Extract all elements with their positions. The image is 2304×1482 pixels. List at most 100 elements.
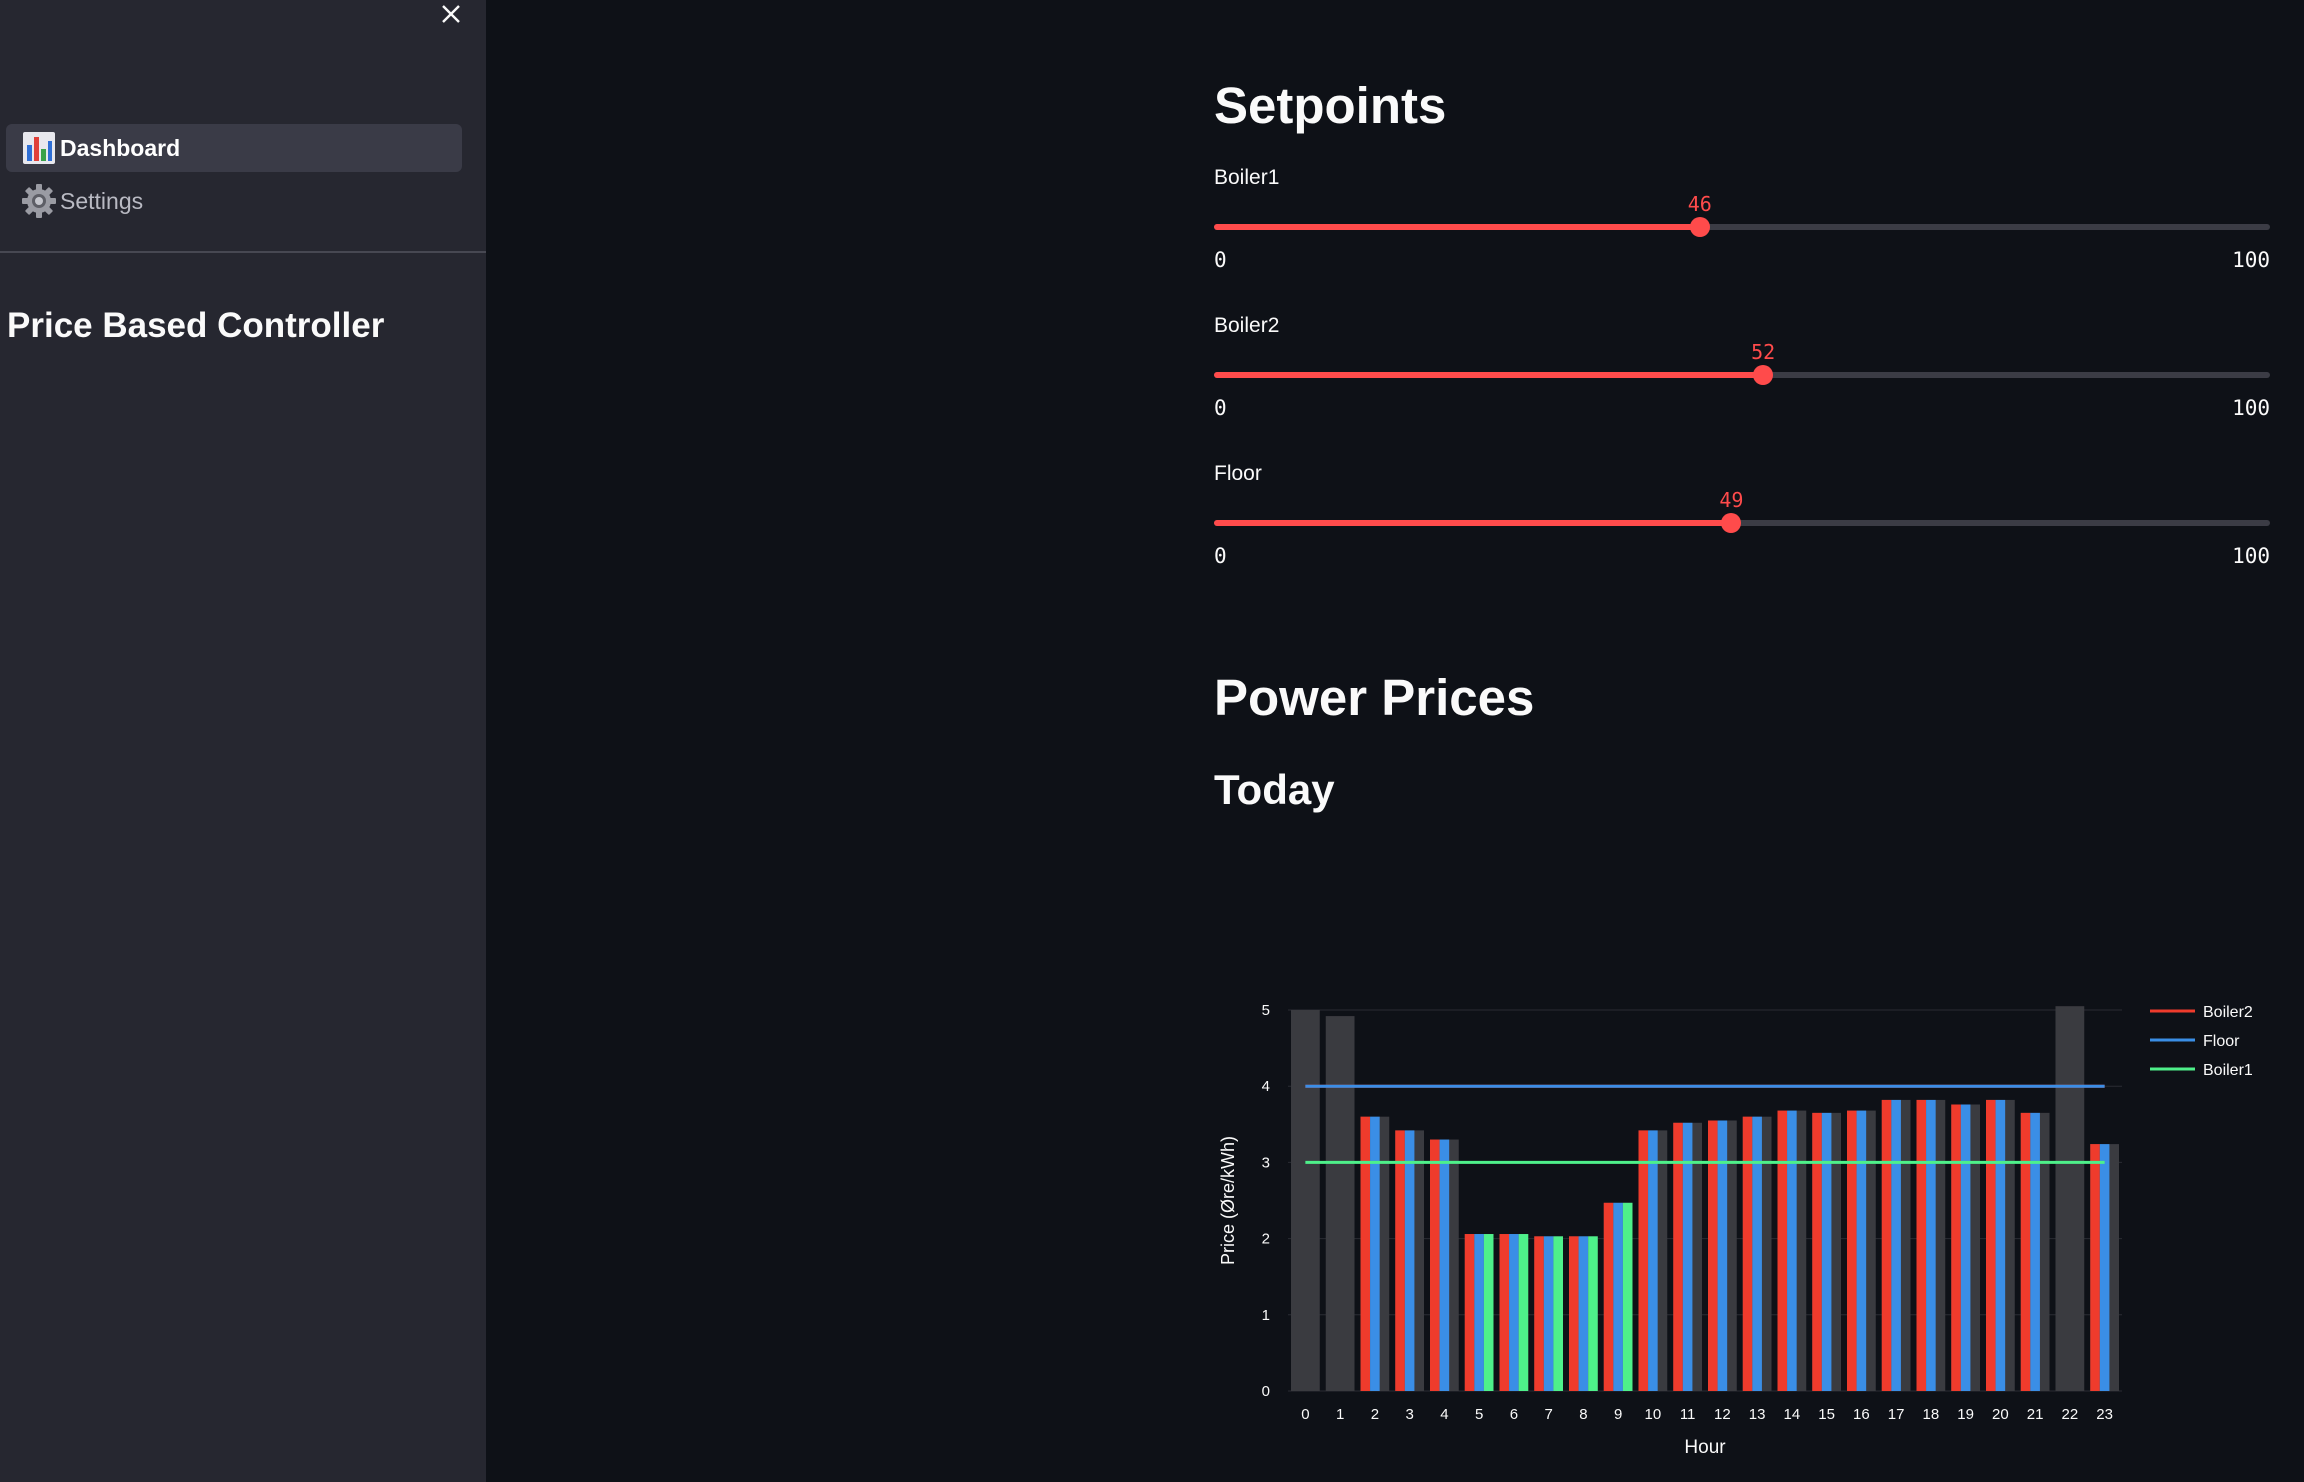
x-tick-label: 12 bbox=[1714, 1406, 1731, 1423]
price-bar-boiler2 bbox=[1881, 1099, 1892, 1391]
slider-value: 46 bbox=[1687, 192, 1712, 216]
price-bar-floor bbox=[1474, 1234, 1484, 1391]
slider-max: 100 bbox=[2232, 248, 2270, 272]
price-bar-boiler2 bbox=[1777, 1110, 1788, 1391]
price-bar-boiler2 bbox=[1812, 1112, 1822, 1391]
price-bar-boiler2 bbox=[1847, 1110, 1857, 1391]
today-subheading: Today bbox=[1214, 766, 1335, 813]
price-bar-boiler2 bbox=[1534, 1236, 1544, 1391]
price-bar-boiler2 bbox=[1499, 1234, 1510, 1391]
price-bar-boiler1 bbox=[1588, 1236, 1598, 1391]
price-bar bbox=[1291, 1010, 1320, 1391]
x-tick-label: 20 bbox=[1992, 1406, 2009, 1423]
price-bar-boiler2 bbox=[1569, 1236, 1579, 1391]
x-tick-label: 3 bbox=[1405, 1406, 1413, 1423]
x-tick-label: 16 bbox=[1853, 1406, 1870, 1423]
price-bar-boiler2 bbox=[1916, 1099, 1927, 1391]
y-tick-label: 1 bbox=[1262, 1307, 1270, 1324]
price-bar-floor bbox=[1648, 1130, 1658, 1391]
price-bar bbox=[1325, 1016, 1355, 1391]
price-bar-boiler1 bbox=[1483, 1234, 1494, 1391]
sidebar-item-dashboard[interactable]: Dashboard bbox=[6, 124, 462, 172]
sidebar-item-label: Settings bbox=[60, 187, 144, 214]
price-bar-boiler2 bbox=[1986, 1099, 1996, 1391]
price-bar-floor bbox=[1960, 1104, 1971, 1391]
price-bar-floor bbox=[1891, 1099, 1901, 1391]
slider-thumb[interactable] bbox=[1721, 513, 1742, 533]
slider-boiler2: Boiler2 52 0 100 bbox=[1214, 314, 2270, 444]
x-tick-label: 7 bbox=[1544, 1406, 1552, 1423]
slider-track[interactable] bbox=[1214, 217, 2270, 237]
price-bar-boiler2 bbox=[1360, 1116, 1371, 1391]
x-tick-label: 0 bbox=[1301, 1406, 1309, 1423]
legend-label: Floor bbox=[2203, 1033, 2240, 1050]
slider-fill bbox=[1214, 372, 1764, 378]
slider-track[interactable] bbox=[1214, 365, 2270, 385]
slider-value: 49 bbox=[1719, 488, 1744, 512]
price-bar-boiler2 bbox=[1708, 1120, 1718, 1391]
legend-label: Boiler1 bbox=[2203, 1062, 2253, 1079]
slider-min: 0 bbox=[1214, 396, 1227, 420]
slider-floor: Floor 49 0 100 bbox=[1214, 462, 2270, 592]
x-tick-label: 9 bbox=[1614, 1406, 1622, 1423]
sidebar-item-label: Dashboard bbox=[60, 134, 181, 161]
sidebar-divider bbox=[0, 251, 486, 253]
price-bar-boiler2 bbox=[1464, 1234, 1475, 1391]
x-tick-label: 2 bbox=[1371, 1406, 1379, 1423]
price-bar-boiler2 bbox=[1638, 1130, 1649, 1391]
x-tick-label: 17 bbox=[1888, 1406, 1905, 1423]
slider-max: 100 bbox=[2232, 396, 2270, 420]
x-tick-label: 18 bbox=[1923, 1406, 1940, 1423]
x-tick-label: 1 bbox=[1336, 1406, 1344, 1423]
slider-min: 0 bbox=[1214, 544, 1227, 568]
price-bar-boiler1 bbox=[1518, 1234, 1529, 1391]
slider-value: 52 bbox=[1751, 340, 1776, 364]
price-bar-floor bbox=[1856, 1110, 1867, 1391]
price-bar-floor bbox=[2030, 1112, 2040, 1391]
price-bar-boiler2 bbox=[1742, 1116, 1753, 1391]
x-tick-label: 4 bbox=[1440, 1406, 1448, 1423]
price-bar-floor bbox=[1752, 1116, 1762, 1391]
sidebar: Dashboard Settings Pr bbox=[0, 0, 486, 1482]
x-tick-label: 11 bbox=[1680, 1406, 1696, 1423]
slider-fill bbox=[1214, 224, 1700, 230]
y-tick-label: 2 bbox=[1262, 1231, 1270, 1248]
y-tick-label: 0 bbox=[1262, 1383, 1270, 1400]
price-bar-floor bbox=[1926, 1099, 1936, 1391]
price-bar-boiler2 bbox=[1951, 1104, 1961, 1391]
price-bar-boiler2 bbox=[1395, 1130, 1405, 1391]
x-tick-label: 23 bbox=[2096, 1406, 2113, 1423]
bar-chart-icon bbox=[20, 129, 58, 167]
x-tick-label: 5 bbox=[1475, 1406, 1483, 1423]
slider-thumb[interactable] bbox=[1753, 365, 1774, 385]
sidebar-item-settings[interactable]: Settings bbox=[6, 177, 462, 225]
y-tick-label: 4 bbox=[1262, 1078, 1270, 1095]
y-tick-label: 5 bbox=[1262, 1002, 1270, 1019]
price-bar-floor bbox=[2099, 1144, 2110, 1391]
price-bar bbox=[2055, 1006, 2085, 1391]
price-bar-floor bbox=[1682, 1122, 1693, 1391]
price-bar-boiler2 bbox=[2090, 1144, 2100, 1391]
sidebar-title: Price Based Controller bbox=[7, 306, 385, 345]
slider-fill bbox=[1214, 520, 1732, 526]
price-bar-floor bbox=[1370, 1116, 1380, 1391]
price-bar-floor bbox=[1787, 1110, 1797, 1391]
close-sidebar-button[interactable] bbox=[436, 0, 466, 28]
x-tick-label: 14 bbox=[1784, 1406, 1801, 1423]
slider-track[interactable] bbox=[1214, 513, 2270, 533]
slider-thumb[interactable] bbox=[1689, 217, 1710, 237]
y-tick-label: 3 bbox=[1262, 1154, 1270, 1171]
close-icon bbox=[442, 5, 460, 23]
x-tick-label: 13 bbox=[1749, 1406, 1766, 1423]
slider-min: 0 bbox=[1214, 248, 1227, 272]
price-bar-boiler1 bbox=[1553, 1236, 1563, 1391]
x-tick-label: 8 bbox=[1579, 1406, 1587, 1423]
power-prices-heading: Power Prices bbox=[1214, 669, 1535, 726]
price-bar-floor bbox=[1578, 1236, 1589, 1391]
y-axis-label: Price (Øre/kWh) bbox=[1218, 1136, 1238, 1265]
price-bar-floor bbox=[1439, 1139, 1450, 1391]
x-tick-label: 19 bbox=[1957, 1406, 1974, 1423]
slider-label: Boiler1 bbox=[1214, 166, 1280, 189]
setpoints-heading: Setpoints bbox=[1214, 77, 1447, 134]
x-tick-label: 15 bbox=[1818, 1406, 1835, 1423]
